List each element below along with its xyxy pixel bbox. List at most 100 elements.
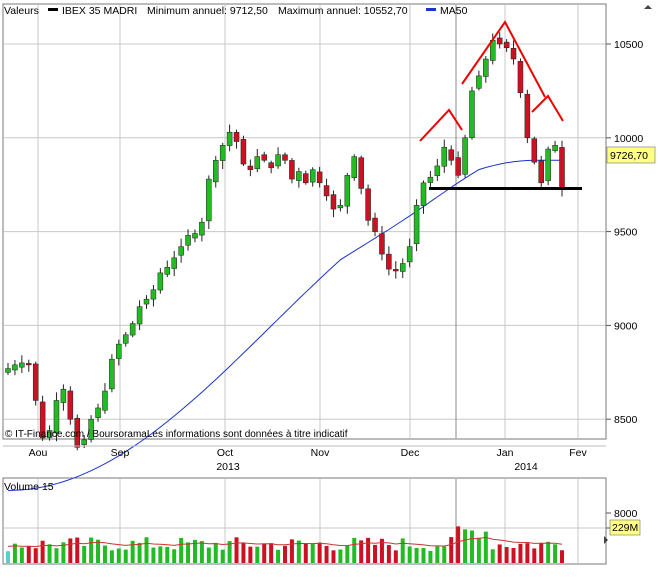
volume-bar (560, 550, 564, 563)
candle (372, 217, 378, 232)
candle (462, 137, 468, 175)
candle (323, 185, 330, 197)
volume-bar (532, 548, 537, 563)
candle (524, 93, 531, 139)
y-tick-label: 8000 (614, 508, 638, 520)
candle (358, 157, 364, 189)
y-tick-label: 9000 (614, 320, 638, 332)
volume-bar (366, 537, 371, 563)
candle (545, 148, 551, 181)
candle (282, 154, 288, 161)
volume-bar (331, 550, 336, 563)
volume-bar (359, 540, 364, 563)
volume-bar (234, 537, 239, 563)
last-volume-badge (609, 519, 641, 536)
candle (483, 58, 489, 77)
volume-bar (276, 549, 281, 563)
head-shoulders-lines (419, 20, 564, 142)
candle (476, 75, 482, 89)
x-month-label: Oct (217, 447, 233, 459)
volume-bar (213, 542, 218, 563)
volume-bar (12, 543, 17, 563)
volume-bar (158, 546, 163, 563)
volume-bar (26, 546, 31, 563)
y-tick-label: 10500 (614, 39, 643, 51)
volume-bar (241, 542, 246, 563)
volume-bar (130, 540, 135, 563)
min-annual: Minimum annuel: 9712,50 (147, 5, 268, 17)
candle (517, 61, 524, 94)
y-tick-label: 9500 (614, 227, 638, 239)
volume-bar (116, 548, 121, 563)
candle (116, 343, 122, 359)
volume-bar (89, 537, 94, 563)
instrument-legend-swatch (48, 8, 58, 11)
volume-bar (144, 537, 149, 563)
volume-bar (324, 545, 329, 563)
volume-bar (151, 547, 156, 563)
candle (53, 400, 60, 434)
volume-bar (303, 543, 308, 563)
candle (192, 233, 198, 239)
candle (233, 132, 240, 142)
candle (303, 173, 309, 184)
volume-bar (96, 539, 101, 563)
volume-bar (123, 549, 128, 563)
candle (275, 154, 281, 167)
candle (74, 417, 80, 448)
volume-ma-line (7, 536, 563, 548)
candle (122, 334, 129, 344)
scroll-right-icon[interactable] (604, 536, 608, 544)
x-year-label: 2013 (216, 461, 240, 473)
axis-labels-layer: 10500 10000 9500 9000 8500 8000 Aou Sep Oct Nov De… (3, 39, 643, 535)
volume-bar (414, 547, 419, 563)
candle (12, 364, 18, 371)
candle (406, 246, 413, 263)
volume-bar (546, 541, 551, 563)
volume-bar (75, 537, 80, 563)
candle (261, 154, 267, 161)
volume-bar (449, 537, 454, 563)
candle (351, 156, 357, 178)
candle (455, 157, 461, 176)
volume-bar (192, 539, 197, 563)
y-tick-label: 10000 (614, 133, 643, 145)
scroll-up-icon[interactable] (644, 5, 652, 9)
candle (143, 298, 150, 305)
volume-bar (33, 548, 38, 563)
candle (81, 439, 87, 445)
volume-bar (490, 549, 495, 563)
ma50-line (7, 159, 562, 491)
last-price-badge (606, 146, 656, 164)
volume-bar (283, 545, 287, 563)
x-month-label: Jan (497, 447, 514, 459)
volume-bar (227, 541, 232, 563)
candle (344, 175, 351, 207)
candle (469, 90, 475, 138)
volume-bar (504, 547, 509, 563)
volume-bar (82, 545, 87, 563)
candle (420, 182, 427, 206)
volume-bar (435, 546, 440, 563)
volume-bar (442, 546, 447, 563)
volume-bar (199, 541, 204, 563)
candle (164, 266, 171, 275)
max-annual: Maximum annuel: 10552,70 (278, 5, 408, 17)
candle (531, 138, 538, 163)
candle (309, 169, 316, 183)
candle (60, 388, 67, 403)
volume-bar (269, 543, 274, 563)
volume-bar (179, 537, 184, 563)
volume-bar (456, 526, 461, 563)
candle (365, 188, 371, 221)
candle (136, 306, 143, 325)
volume-bar (54, 548, 59, 563)
candle (427, 176, 434, 183)
volume-bar (109, 550, 114, 563)
volume-bar (511, 548, 516, 563)
last-price-value: 9726,70 (610, 150, 648, 162)
x-month-label: Aou (29, 447, 48, 459)
volume-bar (386, 545, 391, 563)
x-month-label: Sep (111, 447, 130, 459)
volume-bar (483, 531, 488, 563)
